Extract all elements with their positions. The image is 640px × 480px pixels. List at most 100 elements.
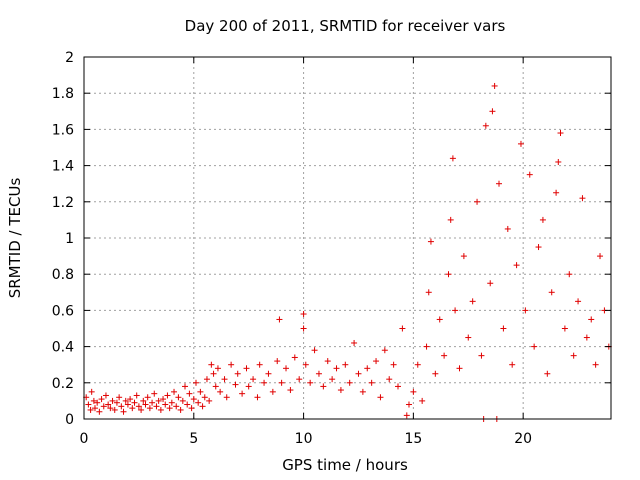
chart-title: Day 200 of 2011, SRMTID for receiver var… [185,17,506,35]
data-point [342,361,349,368]
data-point [329,376,336,383]
data-point [162,401,169,408]
data-point [250,376,257,383]
data-point [423,343,430,350]
data-point [223,394,230,401]
y-tick-label: 0.4 [52,340,74,356]
data-point [425,289,432,296]
data-point [175,394,182,401]
data-point [221,376,228,383]
data-point [460,253,467,260]
data-point [432,370,439,377]
data-point [337,387,344,394]
grid [84,57,611,419]
data-point [395,383,402,390]
data-point [436,316,443,323]
data-point [199,403,206,410]
data-point [359,388,366,395]
data-point [333,365,340,372]
data-point [105,401,112,408]
data-point [307,379,314,386]
y-tick-label: 1.2 [52,195,74,211]
x-axis-label: GPS time / hours [282,456,408,474]
data-point [164,392,171,399]
data-point [203,376,210,383]
data-point [557,130,564,137]
data-point [315,370,322,377]
data-point [489,108,496,115]
data-point [113,399,120,406]
data-point [509,361,516,368]
data-point [133,392,140,399]
data-point [85,401,92,408]
x-tick-label: 15 [404,431,422,447]
data-point [575,298,582,305]
data-point [449,155,456,162]
data-point [566,271,573,278]
data-point [324,358,331,365]
data-point [256,361,263,368]
y-tick-label: 1.8 [52,86,74,102]
data-point [386,376,393,383]
data-point [210,370,217,377]
data-point [381,347,388,354]
data-point [403,412,410,419]
data-point [243,365,250,372]
data-point [179,397,186,404]
data-point [124,401,131,408]
data-point [182,383,189,390]
data-point [184,401,191,408]
data-point [144,394,151,401]
data-point [107,405,114,412]
data-point [553,189,560,196]
data-point [214,365,221,372]
data-point [311,347,318,354]
data-point [496,180,503,187]
data-point [157,406,164,413]
data-point [98,396,105,403]
data-point [206,397,213,404]
data-point [469,298,476,305]
x-tick-label: 10 [295,431,313,447]
data-point [274,358,281,365]
data-point [491,82,498,89]
x-tick-labels: 0 5 10 15 20 [80,431,533,447]
data-point [452,307,459,314]
data-point [487,280,494,287]
data-point [149,399,156,406]
data-point [300,325,307,332]
data-point [192,379,199,386]
data-point [592,361,599,368]
data-point [160,396,167,403]
data-point [346,379,353,386]
data-point [118,403,125,410]
y-tick-label: 1.6 [52,122,74,138]
data-point [364,365,371,372]
data-point [441,352,448,359]
data-point [146,405,153,412]
data-point [478,352,485,359]
data-point [239,390,246,397]
data-point [548,289,555,296]
data-point [291,354,298,361]
data-point [355,370,362,377]
data-point [201,394,208,401]
data-point [173,403,180,410]
data-point [190,396,197,403]
y-tick-label: 0.6 [52,303,74,319]
y-tick-labels: 0 0.2 0.4 0.6 0.8 1 1.2 1.4 1.6 1.8 2 [52,50,74,428]
data-point [544,370,551,377]
data-point [208,361,215,368]
data-point [399,325,406,332]
y-tick-label: 1.4 [52,159,74,175]
y-tick-label: 2 [65,50,74,66]
data-point [300,311,307,318]
data-point [111,406,118,413]
data-point [555,158,562,165]
data-point [261,379,268,386]
data-point [96,408,103,415]
data-point [195,399,202,406]
data-point [531,343,538,350]
data-point [320,383,327,390]
data-point [197,388,204,395]
